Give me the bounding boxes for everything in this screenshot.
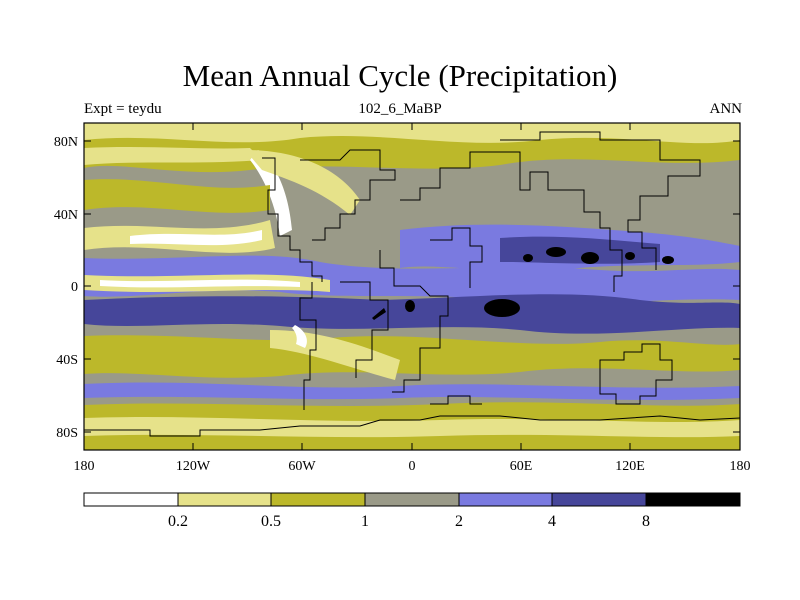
max-asia-4 xyxy=(625,252,635,260)
colorbar-label-8: 8 xyxy=(642,513,650,530)
npac-subtrop-white xyxy=(130,230,262,246)
na-west-white xyxy=(250,150,292,236)
arctic-olive xyxy=(84,136,740,173)
npac-olive xyxy=(84,179,270,213)
max-asia-5 xyxy=(662,256,674,264)
south-olive xyxy=(84,335,740,378)
colorbar-box-3 xyxy=(270,492,366,507)
antarctic-pale xyxy=(84,417,740,438)
colorbar-label-0-5: 0.5 xyxy=(261,513,281,530)
y-label-40s: 40S xyxy=(56,353,78,368)
max-atlantic-streak xyxy=(372,308,386,320)
colorbar-label-0-2: 0.2 xyxy=(168,513,188,530)
colorbar-label-1: 1 xyxy=(361,513,369,530)
x-label-0: 0 xyxy=(409,459,416,474)
tick-marks xyxy=(83,123,741,450)
max-asia-3 xyxy=(581,252,599,264)
colorbar-box-1 xyxy=(83,492,179,507)
colorbar-label-4: 4 xyxy=(548,513,556,530)
x-label-60w: 60W xyxy=(288,459,316,474)
colorbar-label-2: 2 xyxy=(455,513,463,530)
npac-pale xyxy=(84,147,262,165)
x-label-180w: 180 xyxy=(74,459,95,474)
period-label: 102_6_MaBP xyxy=(358,101,442,117)
y-label-40n: 40N xyxy=(54,208,78,223)
season-label: ANN xyxy=(709,101,743,117)
contour-field xyxy=(84,123,740,450)
max-indian-ocean xyxy=(484,299,520,317)
equator-white xyxy=(100,279,300,288)
na-pale xyxy=(245,150,360,215)
colorbar-box-4 xyxy=(364,492,460,507)
max-asia-2 xyxy=(546,247,566,257)
y-label-80n: 80N xyxy=(54,135,78,150)
x-label-120w: 120W xyxy=(176,459,211,474)
colorbar-box-2 xyxy=(177,492,272,507)
asia-navy xyxy=(500,236,660,264)
max-asia-1 xyxy=(523,254,533,262)
colorbar xyxy=(83,492,741,507)
itcz-periwinkle xyxy=(84,255,740,304)
x-label-180e: 180 xyxy=(730,459,751,474)
so-periwinkle xyxy=(84,382,740,400)
max-atlantic xyxy=(405,300,415,312)
x-label-60e: 60E xyxy=(510,459,533,474)
y-label-80s: 80S xyxy=(56,426,78,441)
coastlines xyxy=(84,131,741,437)
colorbar-box-5 xyxy=(458,492,553,507)
south-white xyxy=(292,325,307,348)
y-label-0: 0 xyxy=(71,280,78,295)
plot-title: Mean Annual Cycle (Precipitation) xyxy=(182,58,618,93)
colorbar-box-7 xyxy=(645,492,741,507)
south-navy-belt xyxy=(84,294,740,334)
colorbar-box-6 xyxy=(551,492,647,507)
experiment-label: Expt = teydu xyxy=(84,101,162,117)
x-label-120e: 120E xyxy=(615,459,645,474)
